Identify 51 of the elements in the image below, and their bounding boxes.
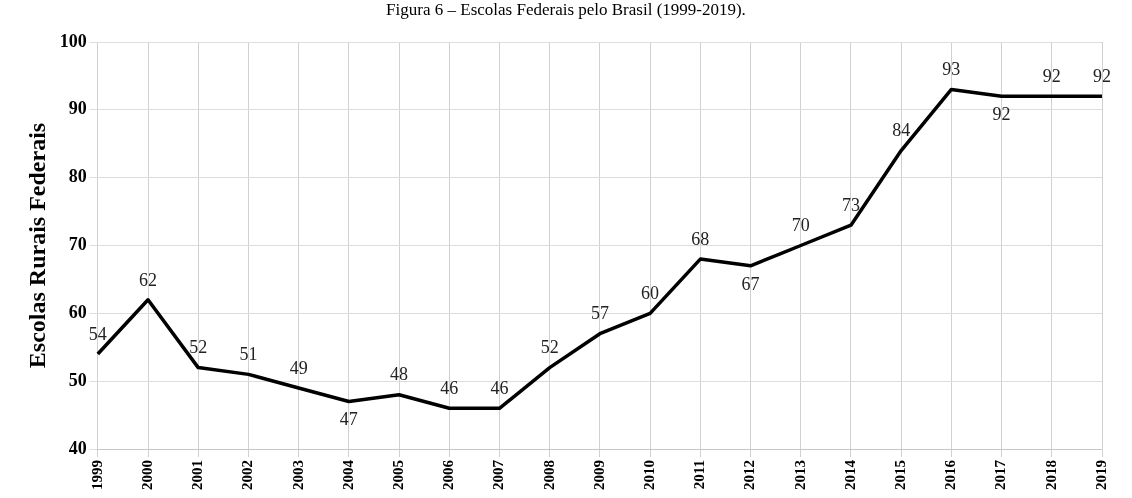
x-tick-label: 2013 (791, 460, 808, 490)
x-tick-label: 2018 (1042, 460, 1059, 490)
data-label: 73 (841, 194, 860, 215)
y-tick-label: 60 (68, 301, 87, 322)
x-tick-label: 2012 (741, 460, 758, 490)
y-tick-label: 40 (68, 437, 87, 458)
x-tick-label: 2003 (289, 460, 306, 490)
data-label: 92 (1042, 66, 1061, 86)
x-tick-label: 2009 (590, 460, 607, 490)
x-tick-label: 2015 (892, 460, 909, 490)
x-tick-label: 2002 (239, 460, 256, 490)
data-label: 68 (691, 228, 710, 249)
data-label: 48 (390, 364, 409, 385)
data-label: 62 (139, 269, 158, 290)
x-tick-label: 2007 (490, 459, 507, 490)
data-label: 60 (641, 283, 660, 304)
x-tick-label: 2000 (138, 460, 155, 490)
y-tick-label: 80 (68, 166, 87, 187)
x-tick-label: 2004 (339, 459, 356, 490)
y-tick-label: 50 (68, 369, 87, 390)
data-label: 92 (992, 104, 1011, 124)
chart-title: Figura 6 – Escolas Federais pelo Brasil (1999-2019). (385, 0, 747, 21)
data-label: 54 (88, 323, 107, 344)
data-label: 84 (892, 120, 911, 141)
data-label: 93 (942, 59, 961, 80)
y-axis-title: Escolas Rurais Federais (23, 122, 50, 369)
x-tick-label: 2001 (189, 460, 206, 490)
data-label: 52 (540, 337, 559, 358)
x-tick-label: 2014 (841, 459, 858, 490)
data-label: 92 (1093, 66, 1111, 86)
data-label: 51 (239, 344, 258, 365)
y-tick-label: 100 (59, 30, 87, 51)
data-label: 46 (490, 378, 509, 399)
data-label: 70 (791, 215, 810, 236)
data-label: 47 (339, 409, 358, 430)
x-tick-label: 2019 (1092, 460, 1109, 490)
data-label: 57 (590, 303, 609, 324)
x-tick-label: 2008 (540, 460, 557, 490)
x-tick-label: 2005 (389, 460, 406, 490)
x-tick-label: 1999 (88, 460, 105, 490)
data-label: 46 (440, 378, 459, 399)
y-tick-label: 90 (68, 98, 87, 119)
data-label: 52 (189, 337, 208, 358)
y-tick-label: 70 (68, 234, 87, 255)
data-label: 49 (289, 357, 308, 378)
x-tick-label: 2010 (640, 460, 657, 490)
data-label: 67 (741, 273, 760, 294)
x-tick-label: 2017 (992, 459, 1009, 490)
x-tick-label: 2006 (440, 459, 457, 490)
x-tick-label: 2011 (691, 460, 708, 490)
x-tick-label: 2016 (942, 459, 959, 490)
